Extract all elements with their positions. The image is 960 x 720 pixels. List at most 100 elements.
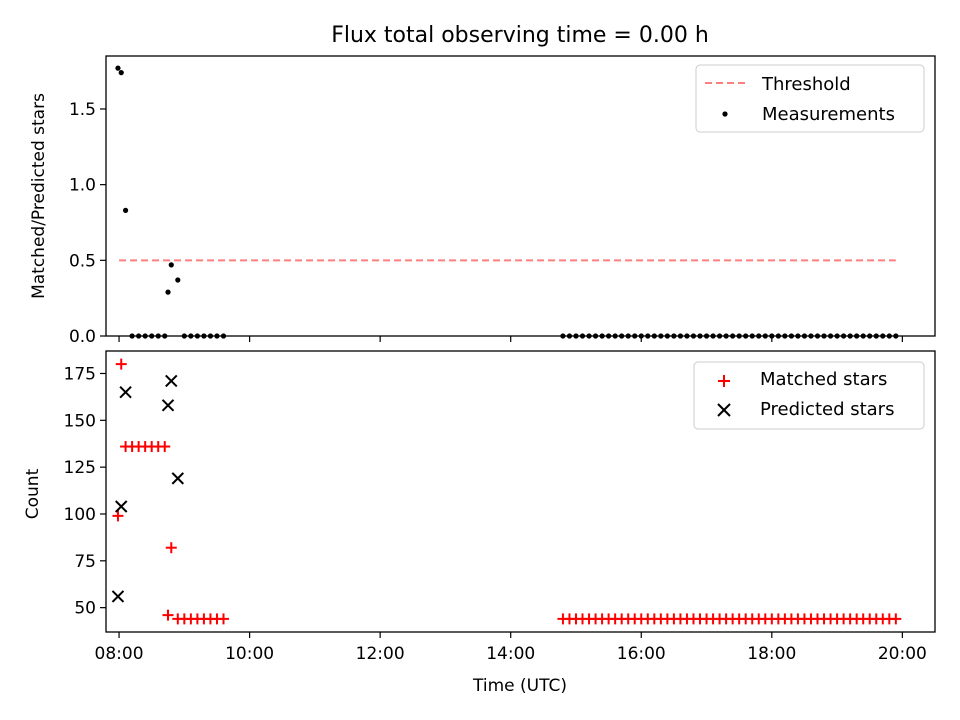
bottom-y-ticks: 50 75 100 125 150 175	[64, 364, 106, 619]
measurement-point	[782, 333, 788, 339]
measurement-point	[671, 333, 677, 339]
measurement-point	[860, 333, 866, 339]
measurement-point	[220, 333, 227, 339]
matched-stars-point	[165, 542, 177, 554]
measurement-point	[723, 333, 729, 339]
measurement-point	[658, 333, 664, 339]
bottom-panel-frame	[105, 350, 936, 633]
measurement-point	[769, 333, 775, 339]
measurement-point	[155, 333, 161, 339]
measurement-point	[214, 333, 220, 339]
measurement-point	[821, 333, 827, 339]
bottom-legend: Matched stars Predicted stars	[693, 361, 925, 430]
measurement-point	[743, 333, 749, 339]
x-tick-label: 20:00	[878, 644, 927, 664]
measurement-point	[168, 262, 174, 268]
top-marks	[115, 65, 899, 339]
measurement-point	[795, 333, 801, 339]
legend-matched-swatch	[718, 375, 730, 387]
measurement-point	[606, 333, 612, 339]
measurement-point	[573, 333, 579, 339]
measurement-point	[632, 333, 638, 339]
top-panel: Matched/Predicted stars 0.0 0.5 1.0 1.5 Thr…	[29, 55, 936, 347]
predicted-stars-point	[115, 500, 128, 513]
measurement-point	[207, 333, 214, 339]
measurement-point	[129, 333, 135, 339]
predicted-stars-mark-b	[171, 472, 185, 485]
measurement-point	[873, 333, 879, 339]
measurement-point	[638, 333, 644, 339]
measurement-point	[710, 333, 716, 339]
top-legend: Threshold Measurements	[695, 64, 925, 133]
measurement-point	[651, 333, 657, 339]
legend-measurements-label: Measurements	[762, 104, 895, 125]
measurement-point	[122, 207, 129, 213]
measurement-point	[716, 333, 723, 339]
predicted-stars-mark-b	[165, 374, 178, 388]
y-tick-label: 0.0	[69, 327, 96, 347]
measurement-point	[775, 333, 781, 339]
y-tick-label: 0.5	[69, 251, 96, 271]
measurement-point	[149, 333, 155, 339]
measurement-point	[579, 333, 586, 339]
y-tick-label: 1.5	[69, 100, 96, 120]
measurement-point	[730, 333, 736, 339]
x-tick-label: 08:00	[95, 644, 144, 664]
measurement-point	[115, 65, 121, 71]
measurement-point	[181, 333, 187, 339]
matched-stars-point	[890, 613, 902, 625]
y-tick-label: 1.0	[69, 176, 96, 196]
matched-stars-point	[217, 613, 229, 625]
measurement-point	[847, 333, 853, 339]
measurement-point	[201, 333, 207, 339]
measurement-point	[880, 333, 886, 339]
x-tick-label: 10:00	[225, 644, 274, 664]
y-tick-label: 75	[74, 552, 96, 572]
measurement-point	[697, 333, 703, 339]
predicted-stars-mark-b	[161, 399, 175, 412]
measurement-point	[854, 333, 860, 339]
measurement-point	[592, 333, 599, 339]
predicted-stars-point	[165, 374, 178, 388]
measurement-point	[560, 333, 566, 339]
x-tick-label: 16:00	[617, 644, 666, 664]
measurement-point	[756, 333, 762, 339]
legend-predicted-swatch	[717, 403, 731, 417]
x-tick-label: 12:00	[356, 644, 405, 664]
bottom-panel: Count 50 75 100 125 150 175 08:00 10:00 12:00 14…	[23, 350, 936, 664]
y-tick-label: 125	[64, 458, 96, 478]
x-axis-label: Time (UTC)	[472, 676, 567, 696]
measurement-point	[703, 333, 710, 339]
measurement-point	[625, 333, 631, 339]
top-legend-box	[695, 64, 925, 133]
matched-stars-point	[112, 510, 124, 522]
measurement-point	[619, 333, 625, 339]
measurement-point	[586, 333, 592, 339]
predicted-stars-mark-b	[115, 500, 128, 513]
predicted-stars-point	[161, 399, 175, 412]
measurement-point	[175, 277, 181, 283]
top-panel-frame	[105, 55, 936, 337]
predicted-stars-mark-b	[111, 590, 125, 603]
measurement-point	[893, 333, 899, 339]
x-tick-label: 18:00	[747, 644, 796, 664]
measurement-point	[165, 289, 171, 295]
y-tick-label: 50	[74, 599, 96, 619]
chart-title: Flux total observing time = 0.00 h	[331, 23, 709, 48]
measurement-point	[188, 333, 194, 339]
matched-stars-point	[115, 358, 127, 370]
measurement-point	[142, 333, 148, 339]
measurement-point	[118, 70, 124, 76]
matched-stars-point	[159, 441, 171, 453]
measurement-point	[690, 333, 697, 339]
top-y-axis-label: Matched/Predicted stars	[29, 93, 49, 299]
predicted-stars-point	[171, 472, 185, 485]
y-tick-label: 175	[64, 364, 96, 384]
measurement-point	[599, 333, 605, 339]
measurement-point	[749, 333, 755, 339]
measurement-point	[136, 333, 142, 339]
measurement-point	[645, 333, 651, 339]
bottom-x-ticks: 08:00 10:00 12:00 14:00 16:00 18:00 20:00	[95, 632, 927, 664]
predicted-stars-mark-b	[119, 386, 132, 399]
